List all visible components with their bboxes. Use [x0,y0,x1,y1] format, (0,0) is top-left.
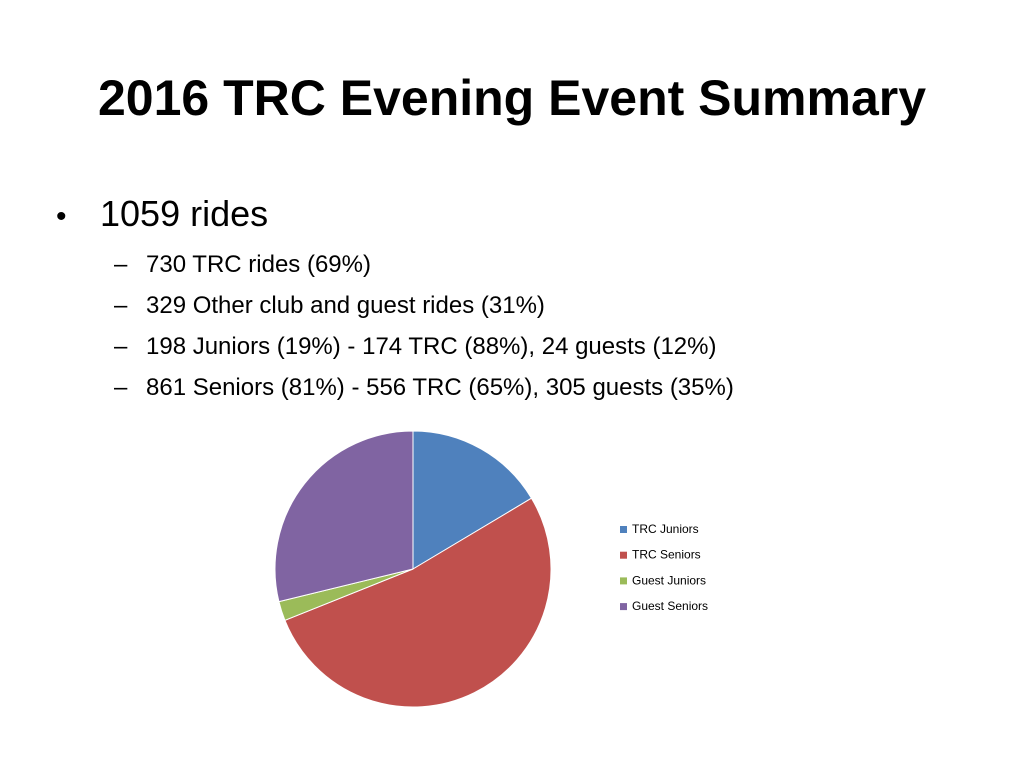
sub-bullet-text: 329 Other club and guest rides (31%) [146,292,545,319]
bullet-list: • 1059 rides – 730 TRC rides (69%) – 329… [56,190,996,408]
legend-swatch [620,603,627,611]
sub-bullet-text: 730 TRC rides (69%) [146,251,371,278]
sub-bullet-text: 198 Juniors (19%) - 174 TRC (88%), 24 gu… [146,333,717,360]
sub-bullet: – 730 TRC rides (69%) [114,244,996,285]
legend-swatch [620,526,627,533]
sub-bullet: – 861 Seniors (81%) - 556 TRC (65%), 305… [114,367,996,408]
main-bullet: • 1059 rides [56,190,996,238]
sub-bullet-marker: – [114,374,128,401]
legend-swatch [620,551,627,559]
sub-bullet-marker: – [114,292,128,319]
legend-label: Guest Seniors [632,599,708,613]
sub-bullet: – 329 Other club and guest rides (31%) [114,285,996,326]
sub-bullet: – 198 Juniors (19%) - 174 TRC (88%), 24 … [114,326,996,367]
pie-slice-trc-seniors [284,497,552,708]
bullet-marker: • [56,200,67,233]
pie-slice-trc-juniors [412,430,533,570]
sub-bullet-text: 861 Seniors (81%) - 556 TRC (65%), 305 g… [146,374,734,401]
legend-label: TRC Juniors [632,522,699,536]
pie-slice-guest-seniors [274,430,414,603]
pie-legend: TRC Juniors TRC Seniors Guest Juniors Guest… [620,522,708,613]
main-bullet-text: 1059 rides [100,193,269,234]
legend-label: TRC Seniors [632,548,701,562]
sub-bullet-list: – 730 TRC rides (69%) – 329 Other club a… [114,244,996,408]
legend-swatch [620,577,627,585]
sub-bullet-marker: – [114,251,128,278]
sub-bullet-marker: – [114,333,128,360]
slide-title: 2016 TRC Evening Event Summary [97,70,927,126]
pie-slices [274,430,552,708]
legend-label: Guest Juniors [632,573,706,587]
